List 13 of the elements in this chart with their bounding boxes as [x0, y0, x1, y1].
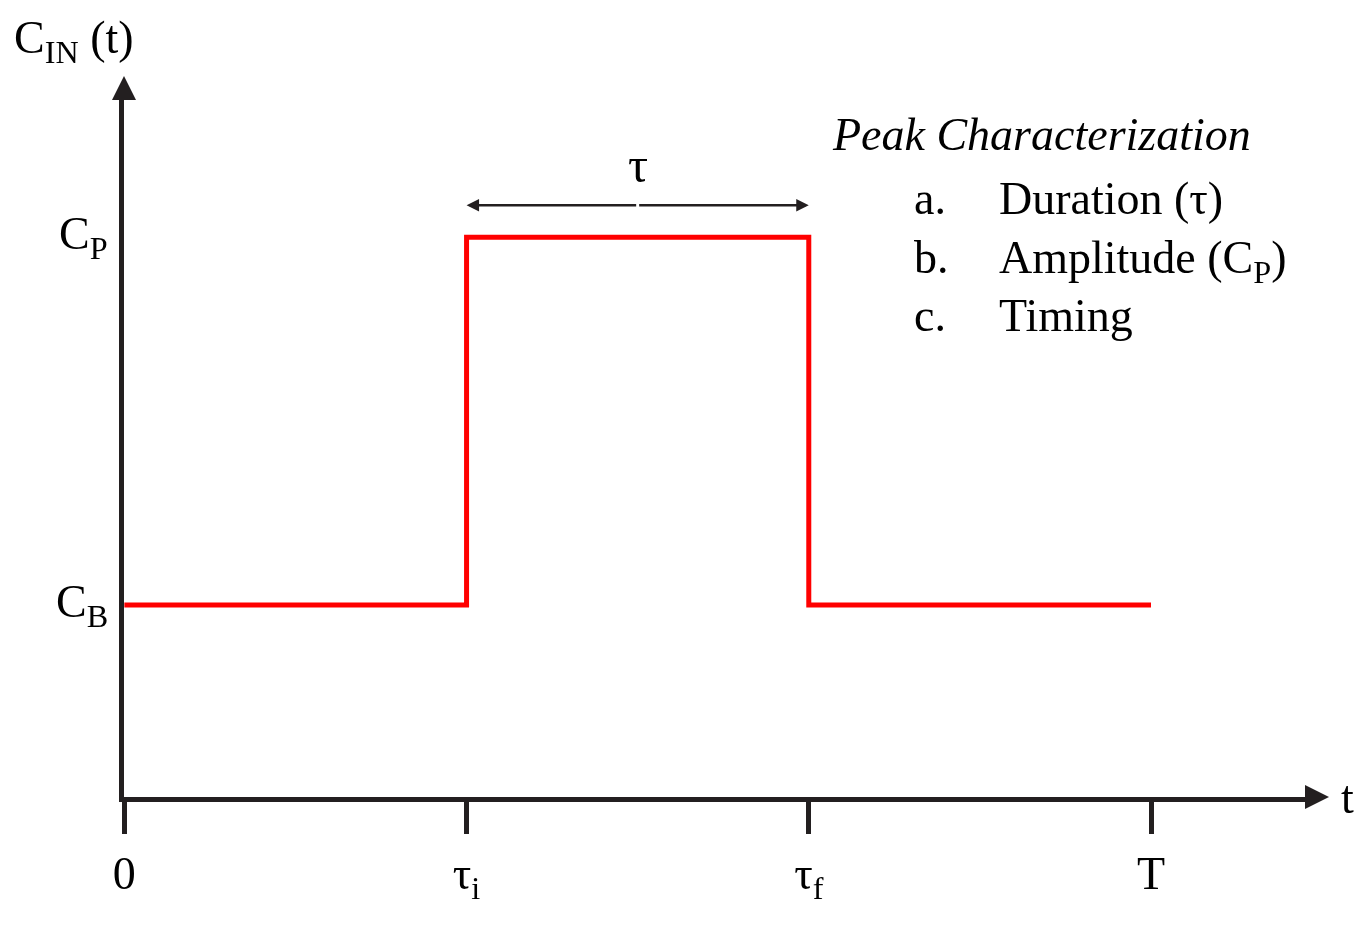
x-tick-label: τ$_{i}$: [452, 848, 481, 906]
annotation: c. Timing: [914, 290, 1133, 341]
text: a. Duration (τ): [914, 173, 1224, 224]
text: C$_{B}$: [56, 576, 109, 634]
text: τ: [628, 137, 649, 193]
annotation: b. Amplitude (C$_{P}$): [914, 232, 1287, 290]
x-tick-label: T: [1136, 848, 1166, 900]
text: C$_{P}$: [59, 208, 108, 266]
chart-title: Peak Characterization: [832, 109, 1251, 160]
x-tick-label: 0: [112, 848, 136, 900]
x-axis-title: t: [1341, 772, 1354, 823]
x-tick-label: τ$_{f}$: [794, 848, 824, 906]
y-axis-title: C$_{IN}$ (t): [14, 12, 134, 70]
